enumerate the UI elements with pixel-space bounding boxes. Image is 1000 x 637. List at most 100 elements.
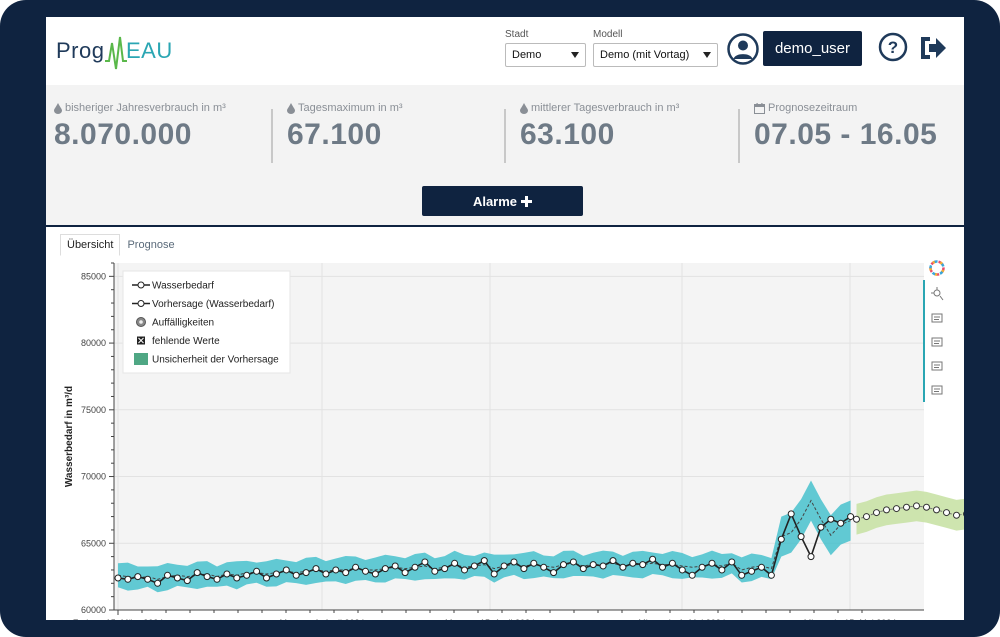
app-logo[interactable]: Prog EAU	[56, 31, 186, 75]
point-wasserbedarf	[272, 570, 280, 578]
x-tick-label: Freitag, 15. März 2024	[73, 618, 164, 620]
point-prognose	[943, 509, 950, 517]
point-wasserbedarf	[282, 566, 290, 574]
water-drop-icon	[54, 102, 62, 114]
point-wasserbedarf	[381, 565, 389, 573]
point-wasserbedarf	[629, 559, 637, 567]
x-tick-label: Montag, 15. April 2024	[445, 618, 535, 620]
tab-bar: Übersicht Prognose	[60, 234, 182, 256]
point-wasserbedarf	[649, 555, 657, 563]
section-divider	[46, 225, 964, 227]
bokeh-logo-icon[interactable]	[929, 260, 945, 276]
kpi-divider	[504, 109, 506, 163]
point-wasserbedarf	[540, 563, 548, 571]
hover-tool-icon[interactable]	[931, 337, 943, 347]
modell-label: Modell	[593, 29, 623, 40]
plus-icon	[521, 195, 533, 207]
point-wasserbedarf	[144, 575, 152, 583]
point-wasserbedarf	[609, 557, 617, 565]
tab-prognose[interactable]: Prognose	[127, 239, 175, 251]
y-tick-label: 60000	[81, 605, 106, 615]
point-wasserbedarf	[619, 563, 627, 571]
point-prognose	[873, 509, 880, 517]
crosshair-tool-icon[interactable]	[931, 287, 944, 301]
kpi-panel: bisheriger Jahresverbrauch in m³ 8.070.0…	[46, 85, 964, 225]
stadt-select-group: Stadt Demo	[505, 29, 586, 67]
point-wasserbedarf	[520, 565, 528, 573]
point-wasserbedarf	[223, 570, 231, 578]
series-prognose-line	[856, 505, 964, 520]
legend-label: fehlende Werte	[152, 336, 220, 347]
point-prognose	[893, 505, 900, 513]
point-prognose	[933, 506, 940, 514]
point-wasserbedarf	[431, 567, 439, 575]
point-wasserbedarf	[332, 566, 340, 574]
header: Prog EAU Stadt Demo Modell Demo (mit Vor…	[46, 17, 964, 85]
chevron-down-icon	[571, 52, 579, 58]
y-tick-label: 85000	[81, 271, 106, 281]
point-wasserbedarf	[738, 571, 746, 579]
legend-circle-icon	[137, 300, 145, 307]
point-wasserbedarf	[807, 553, 815, 561]
kpi-tagesverbrauch: mittlerer Tagesverbrauch in m³ 63.100	[520, 102, 679, 152]
y-tick-label: 75000	[81, 405, 106, 415]
point-wasserbedarf	[678, 566, 686, 574]
toolbar-active-indicator	[923, 280, 925, 402]
point-wasserbedarf	[827, 515, 835, 523]
chevron-down-icon	[703, 52, 711, 58]
point-prognose	[863, 513, 870, 521]
kpi-tagesmaximum: Tagesmaximum in m³ 67.100	[287, 102, 403, 152]
point-wasserbedarf	[837, 519, 845, 527]
tab-uebersicht[interactable]: Übersicht	[60, 234, 121, 256]
user-avatar-icon[interactable]	[727, 33, 759, 65]
point-wasserbedarf	[560, 561, 567, 569]
legend-band-icon	[134, 353, 148, 365]
hover-tool-icon[interactable]	[931, 313, 943, 323]
point-wasserbedarf	[173, 574, 181, 582]
user-button[interactable]: demo_user	[763, 31, 862, 66]
kpi-label: Tagesmaximum in m³	[298, 102, 403, 114]
hover-tool-icon[interactable]	[931, 385, 943, 395]
x-tick-label: Mittwoch, 15. Mai 2024	[804, 618, 897, 620]
point-wasserbedarf	[342, 569, 350, 577]
point-wasserbedarf	[253, 567, 261, 575]
point-wasserbedarf	[164, 571, 171, 579]
help-icon[interactable]: ?	[878, 32, 908, 62]
calendar-icon	[754, 102, 765, 114]
kpi-label: Prognosezeitraum	[768, 102, 858, 114]
point-wasserbedarf	[233, 574, 241, 582]
point-wasserbedarf	[777, 535, 785, 543]
legend-label: Unsicherheit der Vorhersage	[152, 355, 279, 366]
point-wasserbedarf	[401, 569, 409, 577]
point-wasserbedarf	[461, 566, 468, 574]
point-wasserbedarf	[569, 558, 577, 566]
point-wasserbedarf	[490, 570, 498, 578]
y-tick-label: 80000	[81, 338, 106, 348]
point-wasserbedarf	[579, 565, 587, 573]
chart[interactable]: 60000 65000 70000 75000 80000 85000 Freitag, 1…	[46, 255, 964, 620]
alarm-label: Alarme	[472, 193, 518, 209]
point-wasserbedarf	[352, 563, 360, 571]
point-wasserbedarf	[243, 571, 251, 579]
alarm-button[interactable]: Alarme	[422, 186, 583, 216]
logout-icon[interactable]	[918, 34, 948, 62]
app-screen: Prog EAU Stadt Demo Modell Demo (mit Vor…	[46, 17, 964, 620]
kpi-label: mittlerer Tagesverbrauch in m³	[531, 102, 680, 114]
point-wasserbedarf	[688, 571, 696, 579]
stadt-label: Stadt	[505, 29, 529, 40]
kpi-jahresverbrauch: bisheriger Jahresverbrauch in m³ 8.070.0…	[54, 102, 226, 152]
logo-text-left: Prog	[56, 38, 105, 63]
point-wasserbedarf	[322, 570, 330, 578]
point-wasserbedarf	[312, 565, 320, 573]
modell-select[interactable]: Demo (mit Vortag)	[593, 43, 718, 67]
chart-toolbar	[929, 260, 945, 395]
hover-tool-icon[interactable]	[931, 361, 943, 371]
legend: Wasserbedarf Vorhersage (Wasserbedarf) Auf…	[122, 270, 291, 374]
point-wasserbedarf	[114, 574, 122, 582]
point-prognose	[903, 503, 910, 511]
point-wasserbedarf	[124, 575, 132, 583]
kpi-label: bisheriger Jahresverbrauch in m³	[65, 102, 226, 114]
kpi-divider	[271, 109, 273, 163]
legend-circle-icon	[137, 281, 145, 289]
stadt-select[interactable]: Demo	[505, 43, 586, 67]
